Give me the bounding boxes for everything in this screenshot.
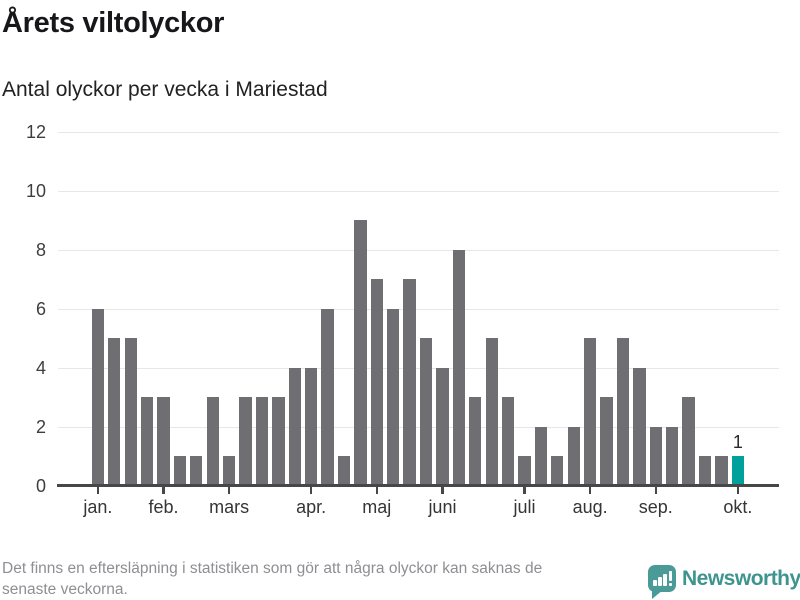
highlight-value-label: 1 <box>732 432 743 452</box>
x-tick-sep <box>654 487 658 494</box>
y-tick-label-6: 6 <box>35 298 46 319</box>
x-tick-label-jan: jan. <box>83 496 113 517</box>
bar-week-5 <box>157 397 170 486</box>
bar-week-33 <box>616 338 630 486</box>
y-tick-label-0: 0 <box>35 475 46 496</box>
bar-week-36 <box>666 426 679 486</box>
newsworthy-logo[interactable]: Newsworthy <box>648 564 800 600</box>
gridline-y-12 <box>58 131 779 133</box>
bar-week-20 <box>403 279 416 486</box>
bar-week-23 <box>452 249 466 486</box>
logo-bar-medium <box>658 577 662 586</box>
bar-week-8 <box>206 397 219 486</box>
bar-week-2 <box>108 338 121 486</box>
chart-subtitle: Antal olyckor per vecka i Mariestad <box>2 78 328 101</box>
x-tick-label-juli: juli <box>513 496 536 517</box>
x-tick-feb <box>162 487 165 494</box>
y-tick-label-10: 10 <box>25 180 46 201</box>
y-tick-label-8: 8 <box>35 239 46 260</box>
bar-week-6 <box>173 456 187 486</box>
bar-week-7 <box>190 456 203 486</box>
bar-week-10 <box>239 397 252 486</box>
bar-week-1 <box>91 308 104 486</box>
bar-week-35 <box>649 426 662 486</box>
newsworthy-wordmark: Newsworthy <box>682 567 800 590</box>
gridline-y-4 <box>58 367 779 369</box>
x-tick-juli <box>523 487 526 494</box>
x-axis-baseline <box>57 484 779 487</box>
gridline-y-8 <box>58 249 779 251</box>
bar-week-15 <box>321 308 334 486</box>
y-tick-label-4: 4 <box>35 357 46 378</box>
x-tick-label-juni: juni <box>428 496 457 517</box>
bar-week-37 <box>682 397 695 486</box>
gridline-y-6 <box>58 308 779 310</box>
logo-bar-short <box>653 580 657 586</box>
x-tick-label-maj: maj <box>362 496 392 517</box>
bar-week-40 <box>731 456 744 486</box>
x-tick-label-sep: sep. <box>638 496 673 517</box>
chart-title: Årets viltolyckor <box>2 7 225 39</box>
x-tick-apr <box>309 487 313 494</box>
bar-week-31 <box>584 338 597 486</box>
x-tick-okt <box>736 487 740 494</box>
bar-week-30 <box>567 426 580 486</box>
bar-week-39 <box>715 456 728 486</box>
logo-exclamation-dot <box>668 582 672 586</box>
bar-week-25 <box>485 338 498 486</box>
gridline-y-2 <box>58 426 779 428</box>
bar-week-32 <box>600 397 613 486</box>
newsworthy-speech-bubble-barchart-icon <box>648 565 676 592</box>
bar-week-38 <box>698 456 712 486</box>
x-tick-mars <box>227 487 231 494</box>
footnote-line-2: senaste veckorna. <box>2 581 128 598</box>
logo-exclamation-stem <box>668 571 672 581</box>
bar-week-14 <box>305 367 318 486</box>
bar-week-9 <box>222 456 236 486</box>
x-tick-label-aug: aug. <box>572 496 608 517</box>
logo-speech-tail <box>652 590 663 599</box>
x-tick-label-okt: okt. <box>723 496 753 517</box>
footnote-line-1: Det finns en eftersläpning i statistiken… <box>2 560 543 577</box>
x-tick-label-feb: feb. <box>148 496 179 517</box>
bar-week-21 <box>419 338 433 486</box>
logo-bar-tall <box>663 574 667 586</box>
y-tick-label-12: 12 <box>25 121 46 142</box>
bar-week-24 <box>469 397 482 486</box>
x-tick-juni <box>441 487 444 494</box>
y-tick-label-2: 2 <box>35 416 46 437</box>
x-tick-label-mars: mars <box>209 496 250 517</box>
bar-week-12 <box>272 397 285 486</box>
x-tick-label-apr: apr. <box>296 496 327 517</box>
x-tick-jan <box>96 487 100 494</box>
bar-week-19 <box>387 308 400 486</box>
bar-week-18 <box>370 279 383 486</box>
x-tick-maj <box>375 487 379 494</box>
bar-week-16 <box>337 456 351 486</box>
bar-week-26 <box>501 397 515 486</box>
bar-week-11 <box>255 397 269 486</box>
bar-week-3 <box>124 338 137 486</box>
bar-week-28 <box>534 426 548 486</box>
bar-week-34 <box>633 367 646 486</box>
bar-chart-plot-area: 0 2 4 6 8 10 12 jan. feb. mars apr. maj juni juli aug.… <box>0 110 800 530</box>
bar-week-29 <box>551 456 564 486</box>
bar-week-13 <box>288 367 301 486</box>
chart-footnote: Det finns en eftersläpning i statistiken… <box>2 558 542 600</box>
bar-week-4 <box>140 397 154 486</box>
bar-week-17 <box>354 220 367 486</box>
bar-week-27 <box>518 456 531 486</box>
gridline-y-10 <box>58 190 779 192</box>
bar-week-22 <box>436 367 449 486</box>
x-tick-aug <box>588 487 592 494</box>
